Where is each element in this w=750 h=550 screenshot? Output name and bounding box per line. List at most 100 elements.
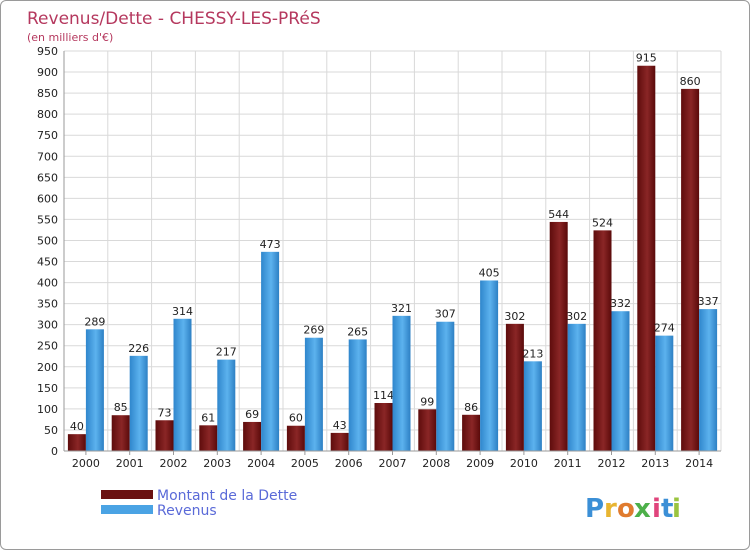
y-tick-label: 150 xyxy=(37,382,58,395)
x-tick-label: 2010 xyxy=(510,457,538,470)
y-tick-label: 100 xyxy=(37,403,58,416)
y-tick-label: 550 xyxy=(37,213,58,226)
y-tick-label: 300 xyxy=(37,319,58,332)
y-tick-label: 200 xyxy=(37,361,58,374)
x-tick-label: 2001 xyxy=(116,457,144,470)
logo-letter: i xyxy=(652,494,661,524)
bar-revenus xyxy=(85,329,104,451)
bar-dette xyxy=(462,414,481,451)
data-label-dette: 40 xyxy=(70,420,84,433)
bar-revenus xyxy=(655,335,674,451)
bar-dette xyxy=(243,421,262,451)
bar-dette xyxy=(505,323,524,451)
y-tick-label: 950 xyxy=(37,45,58,58)
x-tick-label: 2012 xyxy=(598,457,626,470)
data-label-dette: 60 xyxy=(289,412,303,425)
legend-swatch-dette xyxy=(101,490,153,499)
data-label-revenus: 321 xyxy=(391,302,412,315)
legend-label-dette: Montant de la Dette xyxy=(157,488,297,504)
data-label-revenus: 217 xyxy=(216,346,237,359)
data-label-dette: 69 xyxy=(245,408,259,421)
x-tick-label: 2014 xyxy=(685,457,713,470)
bar-revenus xyxy=(699,309,718,451)
y-tick-label: 750 xyxy=(37,129,58,142)
data-label-revenus: 473 xyxy=(260,238,281,251)
bar-dette xyxy=(418,409,437,451)
y-tick-label: 650 xyxy=(37,171,58,184)
y-tick-label: 0 xyxy=(51,445,58,458)
x-tick-label: 2005 xyxy=(291,457,319,470)
data-label-dette: 915 xyxy=(636,52,657,65)
y-tick-label: 600 xyxy=(37,192,58,205)
y-tick-label: 800 xyxy=(37,108,58,121)
data-label-revenus: 405 xyxy=(479,266,500,279)
y-tick-label: 450 xyxy=(37,256,58,269)
y-tick-label: 400 xyxy=(37,277,58,290)
y-tick-label: 700 xyxy=(37,150,58,163)
data-label-dette: 544 xyxy=(548,208,569,221)
data-label-dette: 73 xyxy=(158,406,172,419)
y-tick-label: 50 xyxy=(44,424,58,437)
data-label-dette: 85 xyxy=(114,401,128,414)
bar-revenus xyxy=(129,355,148,451)
data-label-revenus: 213 xyxy=(522,347,543,360)
legend-label-revenus: Revenus xyxy=(157,503,217,519)
bar-dette xyxy=(111,415,130,451)
y-tick-label: 500 xyxy=(37,234,58,247)
bar-dette xyxy=(681,88,700,451)
bar-dette xyxy=(199,425,218,451)
data-label-revenus: 289 xyxy=(84,315,105,328)
data-label-revenus: 265 xyxy=(347,325,368,338)
x-tick-label: 2013 xyxy=(641,457,669,470)
data-label-dette: 43 xyxy=(333,419,347,432)
bar-revenus xyxy=(480,280,499,451)
x-tick-label: 2002 xyxy=(160,457,188,470)
data-label-revenus: 337 xyxy=(698,295,719,308)
x-tick-label: 2004 xyxy=(247,457,275,470)
data-label-revenus: 302 xyxy=(566,310,587,323)
data-label-dette: 114 xyxy=(373,389,394,402)
bar-revenus xyxy=(436,321,455,451)
x-tick-label: 2003 xyxy=(203,457,231,470)
data-label-revenus: 332 xyxy=(610,297,631,310)
data-label-revenus: 314 xyxy=(172,305,193,318)
data-label-revenus: 226 xyxy=(128,342,149,355)
data-label-dette: 86 xyxy=(464,401,478,414)
chart-title: Revenus/Dette - CHESSY-LES-PRéS xyxy=(27,9,321,29)
bars-layer: 40 289 85 226 73 314 61 217 69 473 60 269 43 265 114 32… xyxy=(67,52,719,451)
bar-dette xyxy=(549,221,568,451)
data-label-dette: 61 xyxy=(201,411,215,424)
bar-dette xyxy=(593,230,612,451)
logo-letter: o xyxy=(617,494,635,524)
x-tick-label: 2011 xyxy=(554,457,582,470)
bar-revenus xyxy=(304,337,323,451)
axis-layer: 0 50 100 150 200 250 300 350 400 450 500 550 600 650 7… xyxy=(37,45,721,470)
bar-revenus xyxy=(173,318,192,451)
y-tick-label: 350 xyxy=(37,298,58,311)
logo-letter: r xyxy=(604,494,617,524)
bar-revenus xyxy=(567,323,586,451)
data-label-dette: 302 xyxy=(504,310,525,323)
logo-letter: P xyxy=(585,494,604,524)
chart-unit-label: (en milliers d'€) xyxy=(27,31,113,44)
bar-dette xyxy=(155,420,174,451)
data-label-revenus: 274 xyxy=(654,322,675,335)
data-label-dette: 99 xyxy=(420,395,434,408)
bar-revenus xyxy=(261,251,280,451)
bar-revenus xyxy=(523,361,542,451)
x-tick-label: 2009 xyxy=(466,457,494,470)
y-tick-label: 250 xyxy=(37,340,58,353)
data-label-revenus: 269 xyxy=(303,324,324,337)
bar-revenus xyxy=(392,315,411,451)
bar-dette xyxy=(637,65,656,451)
x-tick-label: 2008 xyxy=(422,457,450,470)
bar-dette xyxy=(374,403,393,451)
data-label-dette: 860 xyxy=(680,75,701,88)
y-tick-label: 850 xyxy=(37,87,58,100)
bar-dette xyxy=(286,425,305,451)
bar-revenus xyxy=(348,339,367,451)
